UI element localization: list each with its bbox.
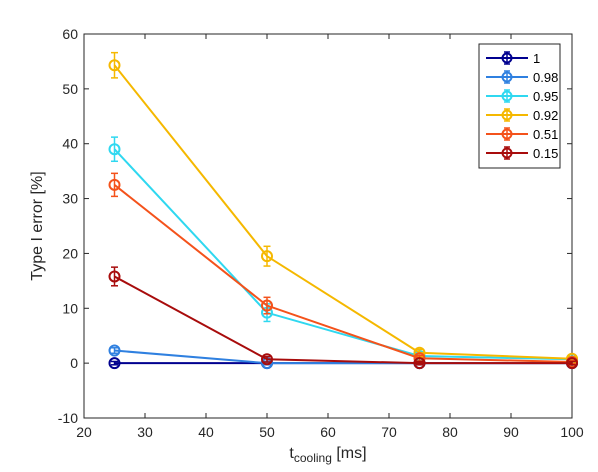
data-point xyxy=(261,250,273,263)
x-tick-label: 100 xyxy=(560,424,584,440)
x-axis-label-unit: [ms] xyxy=(332,445,367,462)
legend-item: 0.92 xyxy=(486,108,558,123)
data-point xyxy=(261,299,273,312)
y-tick-label: 20 xyxy=(62,245,78,261)
legend-marker xyxy=(501,52,513,64)
legend-marker xyxy=(501,128,513,140)
legend-item: 0.98 xyxy=(486,70,558,85)
series-line xyxy=(113,64,573,360)
legend-label: 0.51 xyxy=(533,127,558,142)
series-line xyxy=(113,184,573,364)
x-tick-label: 30 xyxy=(137,424,153,440)
x-tick-label: 70 xyxy=(381,424,397,440)
x-tick-label: 80 xyxy=(442,424,458,440)
x-tick-label: 20 xyxy=(76,424,92,440)
x-axis-label-sub: cooling xyxy=(294,451,332,465)
legend-label: 1 xyxy=(533,51,540,66)
legend-item: 0.51 xyxy=(486,127,558,142)
y-tick-label: 0 xyxy=(70,355,78,371)
x-tick-label: 60 xyxy=(320,424,336,440)
data-point xyxy=(108,344,121,357)
y-axis-label: Type I error [%] xyxy=(29,171,46,280)
legend-item: 1 xyxy=(486,51,540,66)
x-tick-label: 40 xyxy=(198,424,214,440)
y-tick-label: -10 xyxy=(58,410,78,426)
series-0.51 xyxy=(108,172,578,369)
data-point xyxy=(108,178,121,191)
x-tick-label: 50 xyxy=(259,424,275,440)
data-point xyxy=(566,357,578,370)
y-tick-label: 10 xyxy=(62,300,78,316)
legend-marker xyxy=(501,147,513,159)
data-point xyxy=(413,357,426,370)
legend-marker xyxy=(501,90,513,102)
axis-ticks: 20 30 40 50 60 70 80 90 100 -10 0 10 20 30 40 50 60 xyxy=(58,26,584,440)
data-point xyxy=(108,270,121,283)
legend-label: 0.98 xyxy=(533,70,558,85)
series-line xyxy=(114,275,572,365)
legend-item: 0.95 xyxy=(486,89,558,104)
legend-marker xyxy=(501,71,513,83)
data-point xyxy=(261,353,273,366)
y-tick-label: 60 xyxy=(62,26,78,42)
x-axis-label: tcooling [ms] xyxy=(289,445,366,465)
legend-item: 0.15 xyxy=(486,146,558,161)
series-0.15 xyxy=(108,266,578,370)
legend: 1 0.98 0.95 0.92 0.51 0.15 xyxy=(478,43,561,169)
data-point xyxy=(108,357,121,370)
x-tick-label: 90 xyxy=(503,424,519,440)
legend-label: 0.95 xyxy=(533,89,558,104)
series-line xyxy=(113,148,573,361)
y-tick-label: 50 xyxy=(62,81,78,97)
x-axis-label-main: t xyxy=(289,445,294,462)
y-tick-label: 30 xyxy=(62,191,78,207)
legend-label: 0.15 xyxy=(533,146,558,161)
data-point xyxy=(108,143,121,156)
series-layer xyxy=(108,51,578,370)
legend-box xyxy=(478,43,561,169)
legend-marker xyxy=(501,109,513,121)
legend-label: 0.92 xyxy=(533,108,558,123)
y-tick-label: 40 xyxy=(62,136,78,152)
data-point xyxy=(108,59,121,72)
